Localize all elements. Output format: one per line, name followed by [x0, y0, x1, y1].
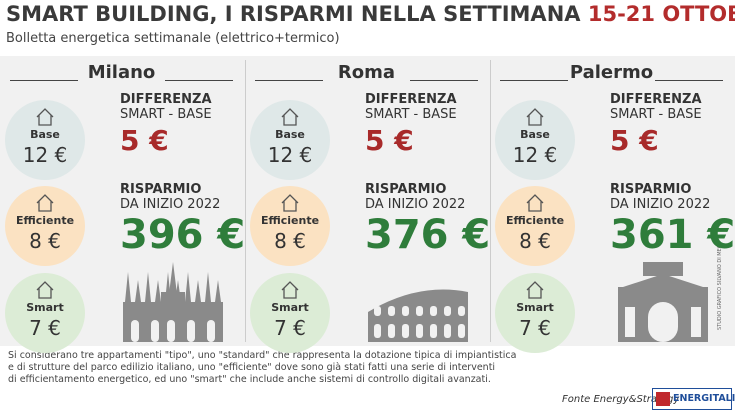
icon	[526, 194, 544, 212]
note-line: Si considerano tre appartamenti "tipo", …	[8, 350, 517, 361]
circle-label: Efficiente	[260, 214, 320, 227]
difference-heading: DIFFERENZA	[365, 92, 457, 107]
difference-value: 5 €	[610, 124, 659, 157]
circle	[495, 100, 575, 180]
circle	[495, 273, 575, 353]
rule	[655, 80, 723, 81]
circle-value: 7 €	[274, 316, 306, 340]
rule	[10, 80, 78, 81]
savings-subheading: DA INIZIO 2022	[610, 197, 711, 212]
city-name: Palermo	[569, 62, 654, 83]
city-name: Roma	[337, 62, 396, 83]
icon	[36, 194, 54, 212]
circle-label: Base	[30, 128, 60, 141]
icon	[281, 108, 299, 126]
rule	[165, 80, 233, 81]
difference-subheading: SMART - BASE	[120, 107, 212, 122]
icon	[526, 281, 544, 299]
difference-heading: DIFFERENZA	[610, 92, 702, 107]
savings-value: 396 €	[120, 212, 246, 258]
icon	[526, 108, 544, 126]
dates: 15-21 OTTOBRE 2022	[587, 2, 735, 26]
circle	[5, 100, 85, 180]
circle-label: Smart	[26, 301, 64, 314]
icon	[36, 108, 54, 126]
savings-value: 361 €	[610, 212, 735, 258]
circle-value: 8 €	[519, 229, 551, 253]
source: Fonte Energy&Strategy	[562, 394, 680, 405]
difference-heading: DIFFERENZA	[120, 92, 212, 107]
savings-subheading: DA INIZIO 2022	[365, 197, 466, 212]
icon	[281, 281, 299, 299]
circle	[495, 186, 575, 266]
note-line: di efficientamento energetico, ed uno "s…	[8, 374, 491, 385]
subtitle: Bolletta energetica settimanale (elettri…	[6, 31, 340, 46]
rule	[255, 80, 323, 81]
title: SMART BUILDING, I RISPARMI NELLA SETTIMA…	[6, 2, 581, 26]
circle-value: 8 €	[274, 229, 306, 253]
savings-value: 376 €	[365, 212, 491, 258]
icon	[281, 194, 299, 212]
savings-subheading: DA INIZIO 2022	[120, 197, 221, 212]
difference-value: 5 €	[365, 124, 414, 157]
difference-subheading: SMART - BASE	[365, 107, 457, 122]
note-line: e di strutture del parco edilizio italia…	[8, 362, 496, 373]
circle-value: 7 €	[519, 316, 551, 340]
brand: ENERGITALIA	[673, 393, 735, 404]
circle	[250, 100, 330, 180]
landmark	[618, 262, 708, 342]
title-row: SMART BUILDING, I RISPARMI NELLA SETTIMA…	[6, 2, 735, 26]
difference-value: 5 €	[120, 124, 169, 157]
circle-label: Base	[275, 128, 305, 141]
rule	[500, 80, 568, 81]
circle-label: Base	[520, 128, 550, 141]
brand-box: ENERGITALIA	[652, 388, 735, 410]
circle	[250, 273, 330, 353]
circle-value: 12 €	[512, 143, 558, 167]
circle-label: Smart	[271, 301, 309, 314]
city-name: Milano	[87, 62, 156, 83]
savings-heading: RISPARMIO	[120, 182, 202, 197]
savings-heading: RISPARMIO	[610, 182, 692, 197]
icon	[36, 281, 54, 299]
brand-logo	[656, 392, 670, 406]
circle-label: Efficiente	[505, 214, 565, 227]
circle-label: Efficiente	[15, 214, 75, 227]
column-divider	[490, 60, 491, 342]
circle-value: 12 €	[267, 143, 313, 167]
circle	[5, 273, 85, 353]
circle	[250, 186, 330, 266]
circle-value: 7 €	[29, 316, 61, 340]
column-divider	[245, 60, 246, 342]
difference-subheading: SMART - BASE	[610, 107, 702, 122]
circle-value: 12 €	[22, 143, 68, 167]
circle	[5, 186, 85, 266]
circle-label: Smart	[516, 301, 554, 314]
landmark	[368, 289, 468, 342]
landmark	[123, 262, 223, 342]
panel	[0, 56, 735, 346]
savings-heading: RISPARMIO	[365, 182, 447, 197]
rule	[410, 80, 478, 81]
footer-note: Si considerano tre appartamenti "tipo", …	[8, 350, 516, 386]
circle-value: 8 €	[29, 229, 61, 253]
